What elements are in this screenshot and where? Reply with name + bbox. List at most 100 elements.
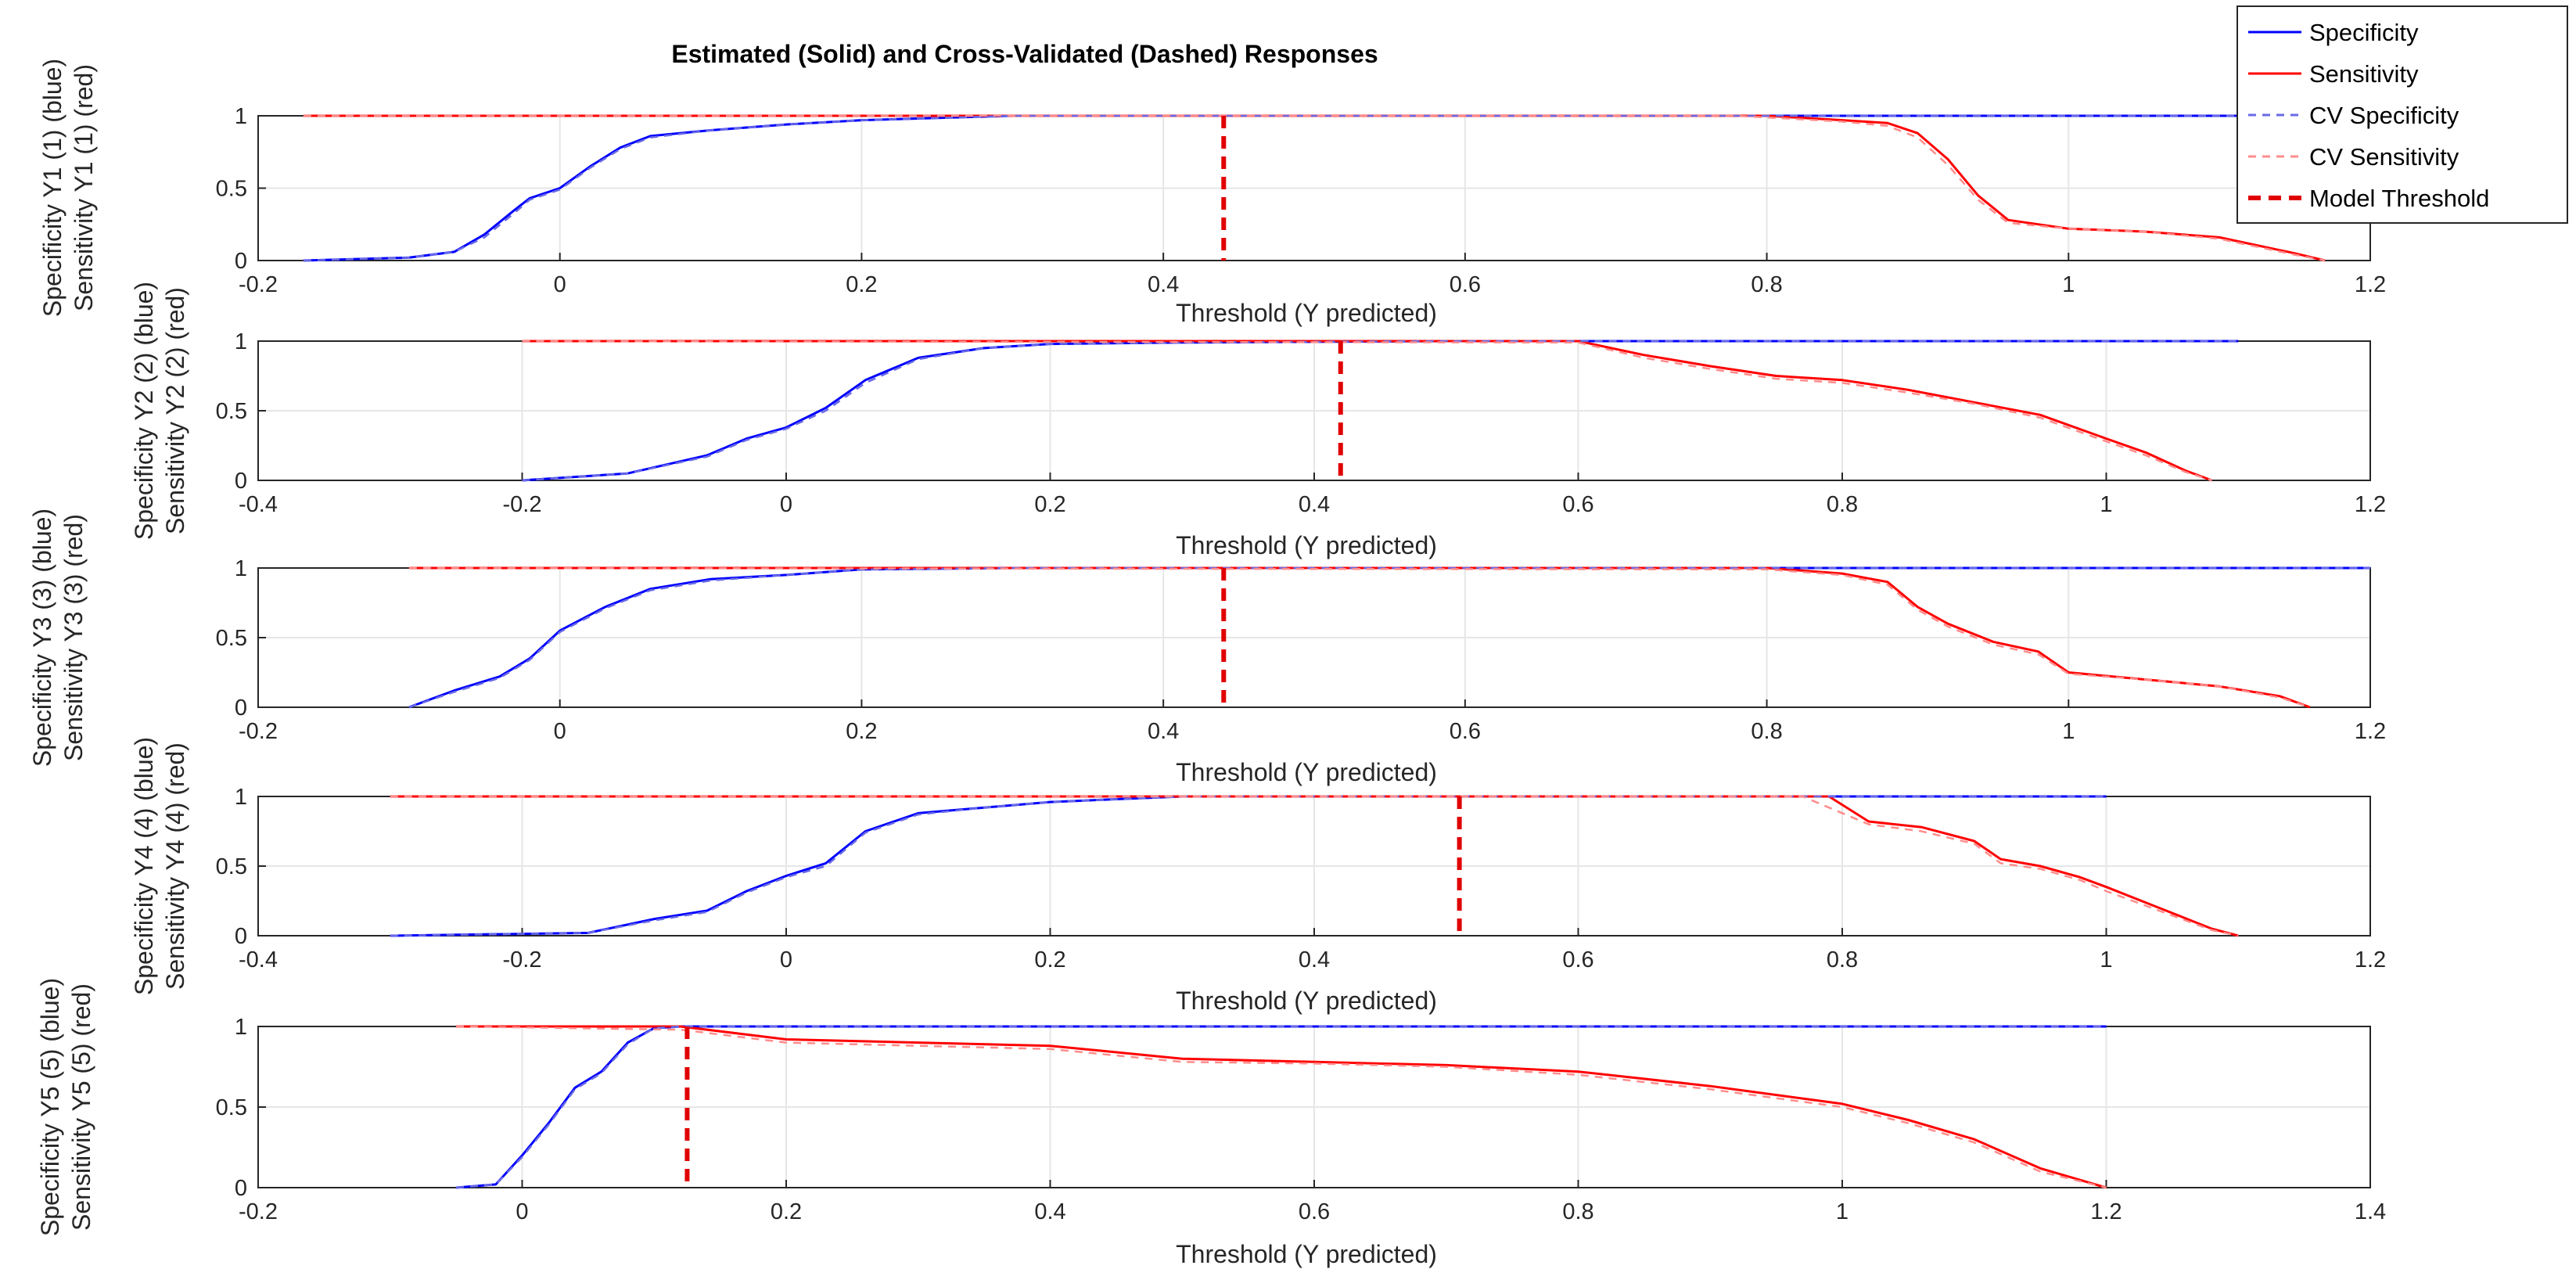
x-tick-label: 1 bbox=[2062, 272, 2075, 297]
x-tick-label: 1 bbox=[2100, 947, 2112, 972]
series-cv-sensitivity-line bbox=[522, 340, 2212, 482]
x-axis-label: Threshold (Y predicted) bbox=[1176, 531, 1437, 559]
x-tick-label: 0.2 bbox=[1034, 492, 1065, 517]
series-cv-sensitivity-line bbox=[303, 114, 2326, 262]
y-axis-label: Specificity Y2 (2) (blue) bbox=[130, 282, 158, 540]
x-axis-label: Threshold (Y predicted) bbox=[1176, 758, 1437, 786]
y-tick-label: 0.5 bbox=[216, 177, 247, 202]
x-tick-label: -0.2 bbox=[503, 492, 542, 517]
x-tick-label: 0.8 bbox=[1827, 492, 1858, 517]
x-tick-label: 0.4 bbox=[1299, 947, 1330, 972]
x-tick-label: 1 bbox=[1836, 1199, 1848, 1224]
y-tick-label: 0 bbox=[235, 696, 247, 721]
x-tick-label: 1.2 bbox=[2355, 272, 2386, 297]
x-tick-label: 0.6 bbox=[1562, 947, 1593, 972]
legend-label: CV Specificity bbox=[2309, 102, 2459, 129]
x-tick-label: 1.2 bbox=[2355, 492, 2386, 517]
x-tick-label: 0 bbox=[554, 272, 566, 297]
x-tick-label: 1.2 bbox=[2355, 719, 2386, 744]
x-tick-label: 0.4 bbox=[1299, 492, 1330, 517]
x-tick-label: -0.2 bbox=[239, 272, 278, 297]
x-tick-label: -0.2 bbox=[239, 719, 278, 744]
x-tick-label: 0.4 bbox=[1148, 272, 1179, 297]
x-tick-label: 0.6 bbox=[1299, 1199, 1330, 1224]
y-tick-label: 1 bbox=[235, 556, 247, 581]
y-axis-label: Sensitivity Y4 (4) (red) bbox=[161, 742, 189, 990]
y-axis-label: Sensitivity Y3 (3) (red) bbox=[59, 514, 88, 761]
figure-title: Estimated (Solid) and Cross-Validated (D… bbox=[671, 40, 1378, 68]
x-tick-label: -0.2 bbox=[239, 1199, 278, 1224]
series-sensitivity-line bbox=[522, 340, 2213, 482]
x-tick-label: 1.2 bbox=[2090, 1199, 2122, 1224]
series-cv-specificity-line bbox=[408, 566, 2370, 709]
x-tick-label: 0.8 bbox=[1562, 1199, 1593, 1224]
x-axis-label: Threshold (Y predicted) bbox=[1176, 1240, 1437, 1268]
x-tick-label: 0 bbox=[554, 719, 566, 744]
y-tick-label: 0.5 bbox=[216, 399, 247, 424]
x-tick-label: 1 bbox=[2100, 492, 2112, 517]
y-axis-label: Sensitivity Y5 (5) (red) bbox=[67, 983, 95, 1231]
y-axis-label: Specificity Y1 (1) (blue) bbox=[38, 59, 66, 317]
x-tick-label: 0 bbox=[516, 1199, 528, 1224]
y-axis-label: Specificity Y4 (4) (blue) bbox=[130, 737, 158, 995]
x-tick-label: 0.4 bbox=[1148, 719, 1179, 744]
series-cv-sensitivity-line bbox=[408, 566, 2311, 709]
legend-label: Model Threshold bbox=[2309, 185, 2489, 212]
x-tick-label: -0.4 bbox=[239, 492, 278, 517]
y-tick-label: 1 bbox=[235, 1015, 247, 1040]
legend-label: CV Sensitivity bbox=[2309, 143, 2459, 171]
x-axis-label: Threshold (Y predicted) bbox=[1176, 299, 1437, 327]
x-tick-label: 0.8 bbox=[1751, 719, 1782, 744]
x-tick-label: -0.4 bbox=[239, 947, 278, 972]
series-cv-specificity-line bbox=[455, 1025, 2107, 1189]
y-axis-label: Specificity Y5 (5) (blue) bbox=[36, 978, 64, 1236]
subplot-2: -0.4 -0.2 0 0.2 0.4 0.6 0.8 1 1.2 0 0.5 1 Threshold … bbox=[130, 282, 2386, 559]
x-tick-label: 1.4 bbox=[2355, 1199, 2386, 1224]
series-cv-specificity-line bbox=[303, 114, 2370, 262]
x-tick-label: 0.6 bbox=[1450, 272, 1481, 297]
y-tick-label: 0 bbox=[235, 1176, 247, 1201]
y-tick-label: 0.5 bbox=[216, 854, 247, 879]
y-tick-label: 0.5 bbox=[216, 626, 247, 651]
series-sensitivity-line bbox=[390, 795, 2239, 937]
x-tick-label: 0.6 bbox=[1562, 492, 1593, 517]
y-axis-label: Sensitivity Y1 (1) (red) bbox=[70, 64, 98, 311]
series-sensitivity-line bbox=[303, 114, 2326, 262]
x-axis-label: Threshold (Y predicted) bbox=[1176, 987, 1437, 1015]
subplot-4: -0.4 -0.2 0 0.2 0.4 0.6 0.8 1 1.2 0 0.5 1 Threshold … bbox=[130, 737, 2386, 1015]
series-cv-sensitivity-line bbox=[456, 1025, 2107, 1189]
x-tick-label: 0 bbox=[780, 947, 792, 972]
x-tick-label: 0 bbox=[780, 492, 792, 517]
legend-label: Specificity bbox=[2309, 19, 2419, 46]
y-tick-label: 0 bbox=[235, 249, 247, 274]
series-specificity-line bbox=[522, 340, 2239, 482]
x-tick-label: 0.2 bbox=[771, 1199, 802, 1224]
x-tick-label: 0.8 bbox=[1751, 272, 1782, 297]
y-tick-label: 0.5 bbox=[216, 1095, 247, 1120]
y-axis-label: Specificity Y3 (3) (blue) bbox=[28, 509, 56, 767]
y-tick-label: 1 bbox=[235, 104, 247, 129]
x-tick-label: 0.8 bbox=[1827, 947, 1858, 972]
y-tick-label: 1 bbox=[235, 329, 247, 354]
x-tick-label: 0.2 bbox=[1034, 947, 1065, 972]
x-tick-label: -0.2 bbox=[503, 947, 542, 972]
y-tick-label: 1 bbox=[235, 785, 247, 810]
legend: Specificity Sensitivity CV Specificity CV S… bbox=[2236, 5, 2568, 224]
legend-label: Sensitivity bbox=[2309, 60, 2419, 88]
y-tick-label: 0 bbox=[235, 469, 247, 494]
series-cv-specificity-line bbox=[522, 340, 2239, 482]
series-sensitivity-line bbox=[456, 1025, 2107, 1189]
x-tick-label: 0.4 bbox=[1034, 1199, 1065, 1224]
series-cv-sensitivity-line bbox=[390, 795, 2239, 937]
y-tick-label: 0 bbox=[235, 924, 247, 949]
x-tick-label: 0.6 bbox=[1450, 719, 1481, 744]
x-tick-label: 0.2 bbox=[846, 272, 877, 297]
x-tick-label: 0.2 bbox=[846, 719, 877, 744]
x-tick-label: 1.2 bbox=[2355, 947, 2386, 972]
y-axis-label: Sensitivity Y2 (2) (red) bbox=[161, 287, 189, 534]
